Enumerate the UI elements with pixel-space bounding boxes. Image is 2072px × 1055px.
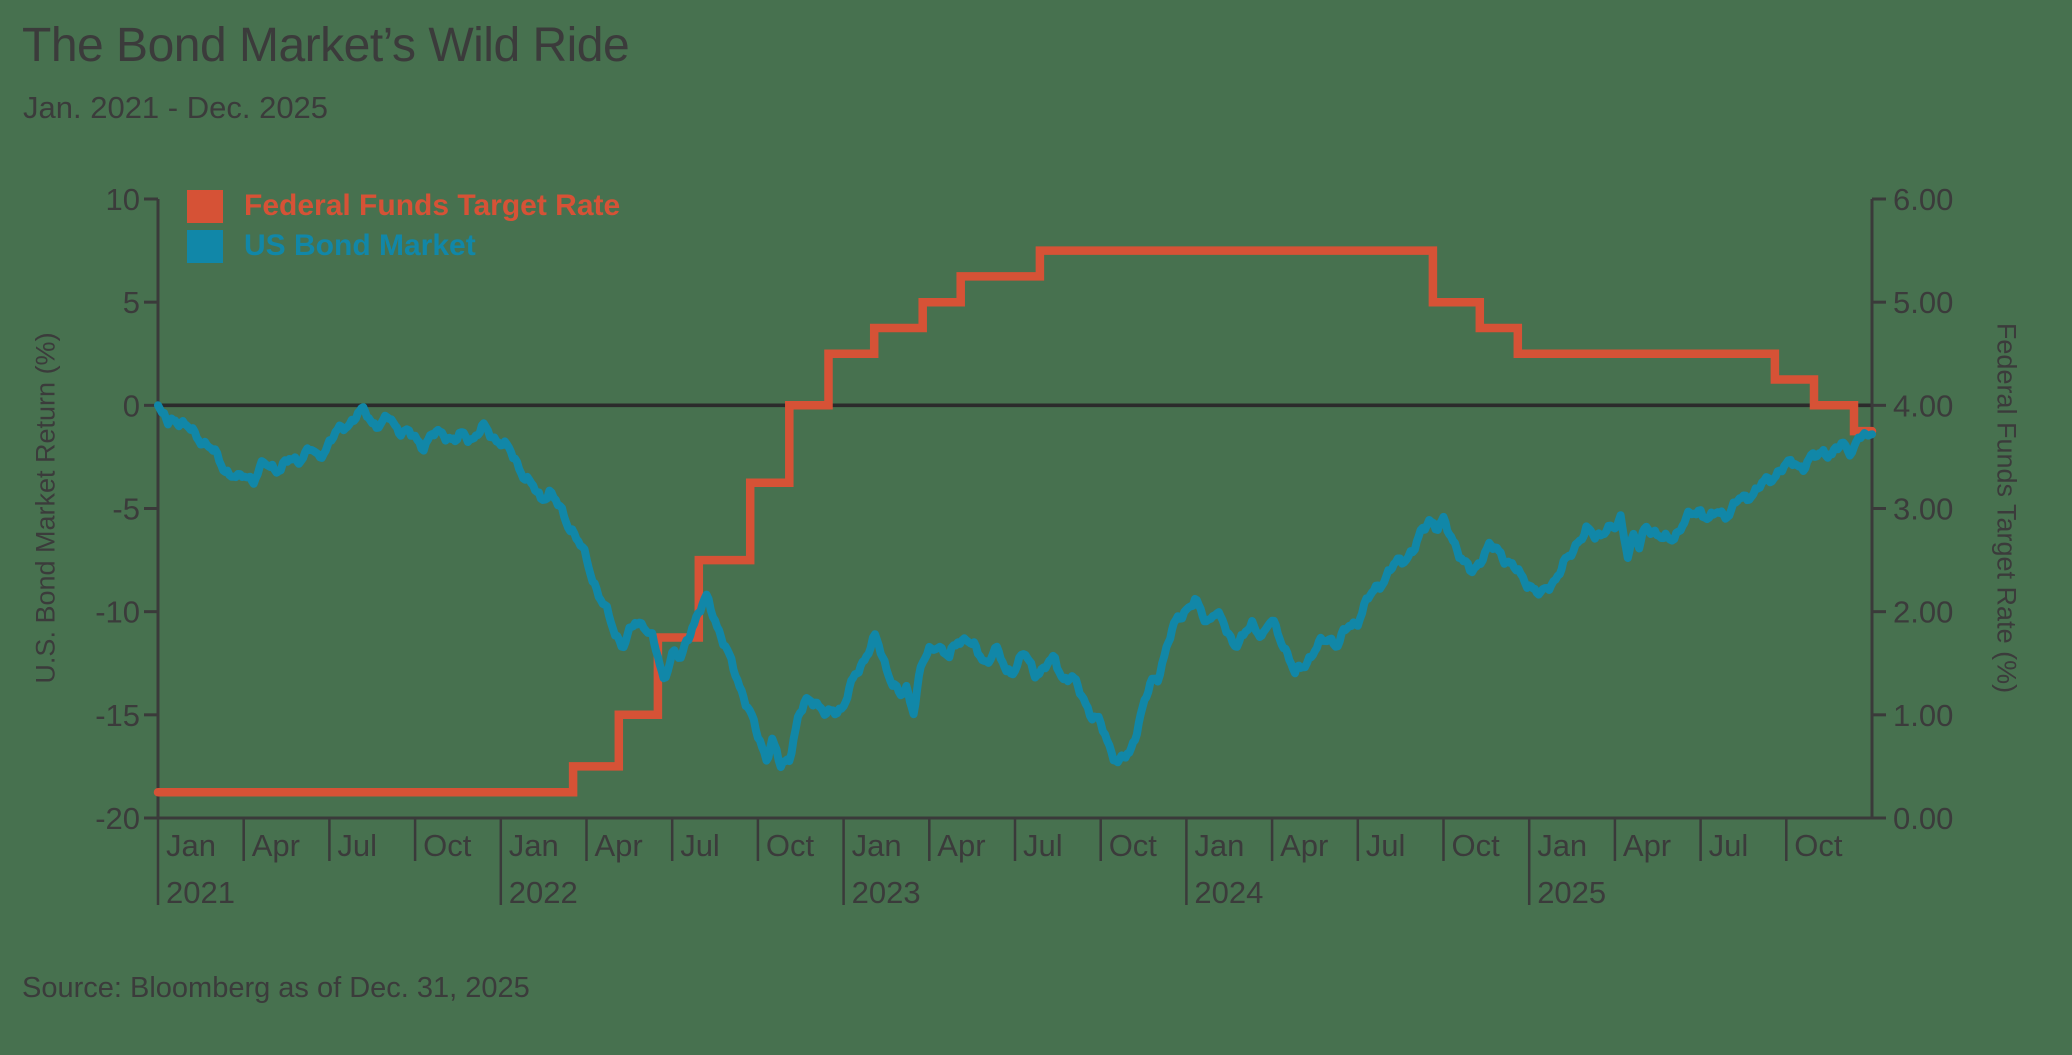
x-axis-month-label: Oct	[423, 828, 472, 863]
left-axis-tick-label: -20	[95, 801, 140, 836]
right-axis-tick-label: 3.00	[1893, 492, 1953, 527]
right-axis-tick-label: 6.00	[1893, 182, 1953, 217]
x-axis-month-label: Jan	[166, 828, 216, 863]
x-axis-month-label: Apr	[1623, 828, 1671, 863]
x-axis-month-label: Apr	[595, 828, 643, 863]
x-axis-month-label: Jan	[1537, 828, 1587, 863]
x-axis-year-label: 2021	[166, 875, 235, 910]
right-axis-tick-label: 2.00	[1893, 595, 1953, 630]
x-axis-month-label: Apr	[252, 828, 300, 863]
x-axis-year-label: 2022	[509, 875, 578, 910]
fed-funds-legend-label: Federal Funds Target Rate	[244, 189, 621, 222]
source-note: Source: Bloomberg as of Dec. 31, 2025	[22, 972, 530, 1004]
x-axis-month-label: Apr	[1280, 828, 1328, 863]
fed-funds-swatch-icon	[187, 189, 223, 223]
x-axis-year-label: 2025	[1537, 875, 1606, 910]
left-axis-tick-label: 10	[106, 182, 140, 217]
x-axis-month-label: Jan	[509, 828, 559, 863]
x-axis-month-label: Oct	[766, 828, 815, 863]
x-axis-month-label: Jul	[1366, 828, 1406, 863]
x-axis-month-label: Jan	[852, 828, 902, 863]
bond-market-line	[154, 401, 1876, 772]
right-axis-tick-label: 4.00	[1893, 388, 1953, 423]
chart-legend: Federal Funds Target Rate US Bond Market	[187, 186, 620, 266]
right-axis-tick-label: 5.00	[1893, 285, 1953, 320]
legend-row-bond-market: US Bond Market	[187, 226, 620, 266]
bond-market-legend-label: US Bond Market	[244, 229, 476, 262]
x-axis-month-label: Jan	[1194, 828, 1244, 863]
x-axis-year-label: 2024	[1194, 875, 1263, 910]
right-axis-tick-label: 1.00	[1893, 698, 1953, 733]
left-axis-tick-label: 0	[123, 388, 140, 423]
right-axis-tick-label: 0.00	[1893, 801, 1953, 836]
x-axis-month-label: Jul	[1023, 828, 1063, 863]
left-axis-tick-label: -10	[95, 595, 140, 630]
page-title: The Bond Market’s Wild Ride	[22, 19, 630, 72]
left-axis-tick-label: -15	[95, 698, 140, 733]
x-axis-month-label: Oct	[1109, 828, 1158, 863]
x-axis-month-label: Jul	[680, 828, 720, 863]
x-axis-month-label: Jul	[337, 828, 377, 863]
left-axis-tick-label: -5	[112, 492, 140, 527]
x-axis-month-label: Oct	[1452, 828, 1501, 863]
bond-market-swatch-icon	[187, 229, 223, 263]
x-axis-year-label: 2023	[852, 875, 921, 910]
x-axis-month-label: Oct	[1794, 828, 1843, 863]
page-subtitle: Jan. 2021 - Dec. 2025	[23, 90, 329, 125]
legend-row-fed-funds: Federal Funds Target Rate	[187, 186, 620, 226]
x-axis-month-label: Jul	[1709, 828, 1749, 863]
x-axis-month-label: Apr	[937, 828, 985, 863]
left-axis-tick-label: 5	[123, 285, 140, 320]
